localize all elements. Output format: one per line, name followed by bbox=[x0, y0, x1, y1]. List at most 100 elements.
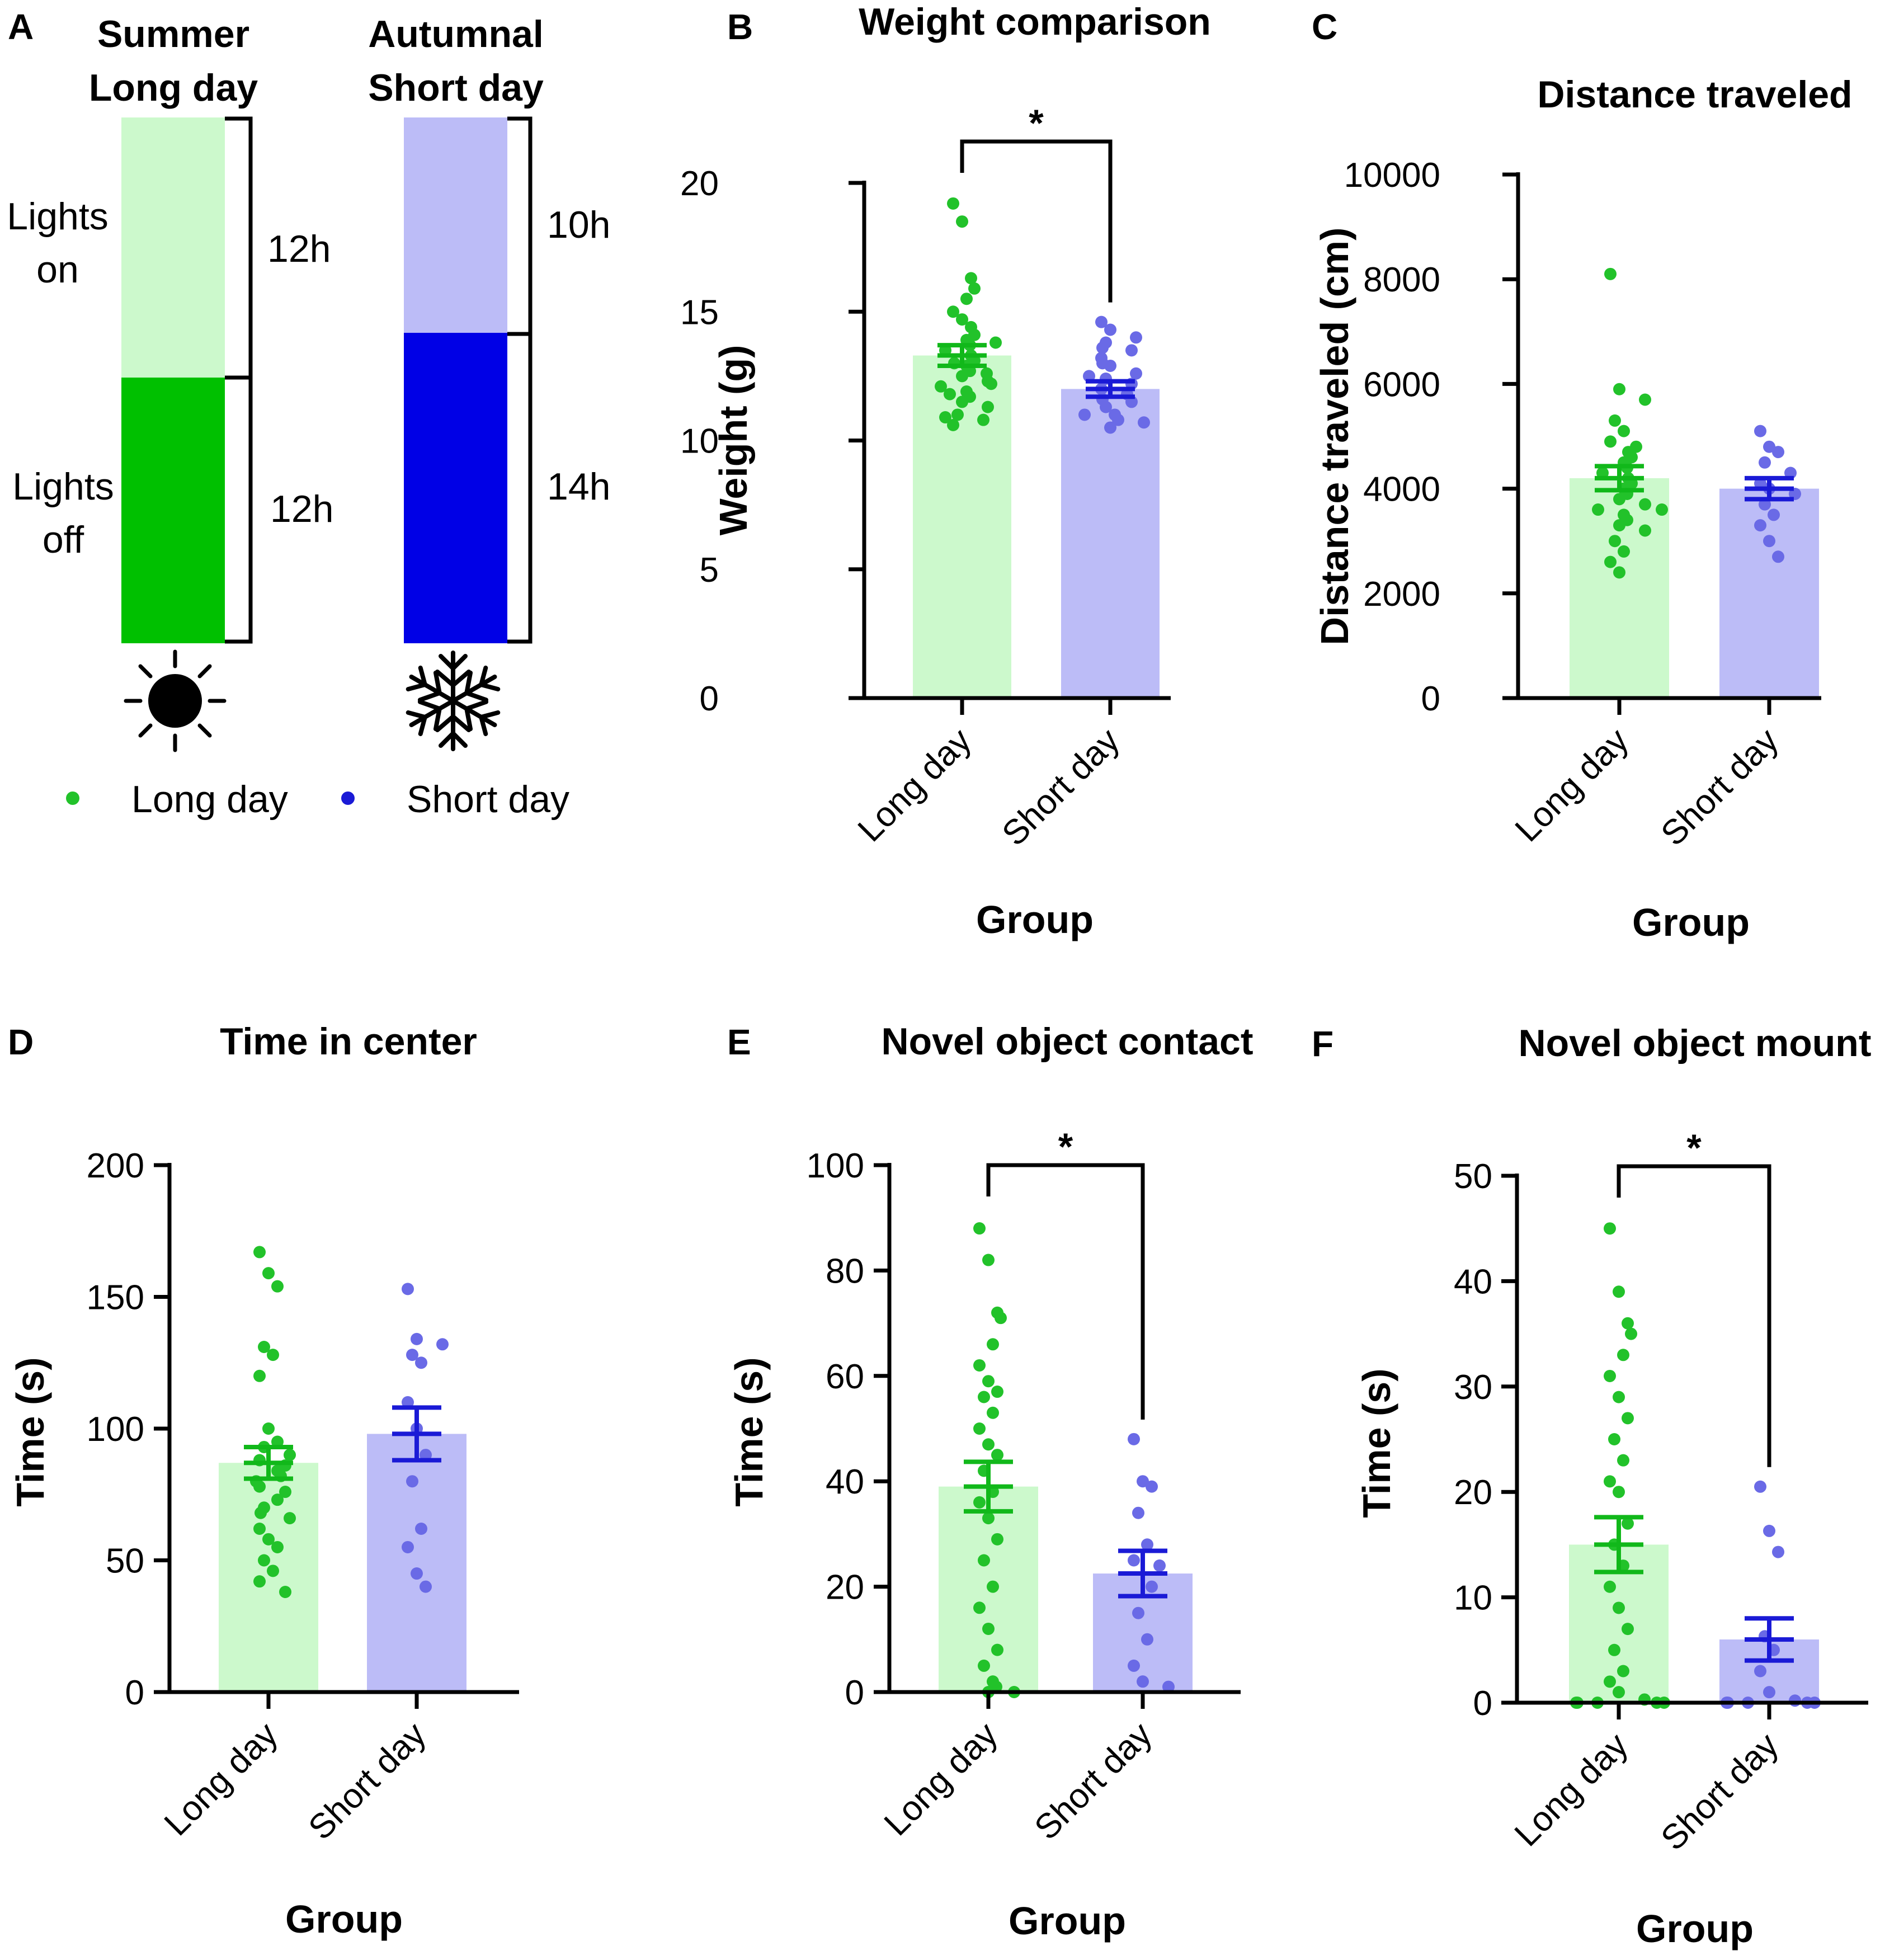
y-tick-label: 0 bbox=[1473, 1684, 1492, 1723]
data-point-long-day bbox=[982, 1438, 995, 1451]
x-tick-label: Long day bbox=[1507, 1726, 1636, 1854]
x-tick-label: Short day bbox=[995, 721, 1127, 853]
data-point-short-day bbox=[1772, 1546, 1784, 1558]
data-point-short-day bbox=[1162, 1680, 1175, 1693]
y-tick-label: 60 bbox=[826, 1358, 864, 1396]
data-point-long-day bbox=[1608, 1433, 1620, 1445]
significance-bracket bbox=[1617, 1164, 1771, 1467]
data-point-short-day bbox=[415, 1522, 427, 1535]
data-point-long-day bbox=[1613, 1686, 1625, 1699]
data-point-long-day bbox=[982, 401, 994, 413]
data-point-long-day bbox=[1609, 535, 1621, 548]
lights-off-line1: Lights bbox=[12, 465, 114, 508]
y-tick-label: 10 bbox=[680, 422, 719, 461]
data-point-short-day bbox=[1128, 1433, 1140, 1445]
data-point-long-day bbox=[991, 1449, 1003, 1462]
data-point-short-day bbox=[415, 1356, 427, 1369]
data-point-long-day bbox=[1622, 1317, 1634, 1330]
autumn-title-line1: Autumnal bbox=[368, 13, 544, 55]
data-point-long-day bbox=[258, 1340, 270, 1353]
x-axis-label: Group bbox=[1636, 1907, 1754, 1950]
error-bar-long-day bbox=[964, 1459, 1013, 1514]
data-point-long-day bbox=[258, 1554, 270, 1567]
sun-icon bbox=[124, 649, 227, 752]
legend-long-day-marker bbox=[66, 791, 79, 805]
chart-title: Distance traveled bbox=[1537, 73, 1852, 116]
data-point-long-day bbox=[1604, 1675, 1616, 1688]
data-point-long-day bbox=[253, 1522, 266, 1535]
chart-title: Time in center bbox=[220, 1020, 477, 1063]
x-axis-label: Group bbox=[1632, 901, 1750, 944]
y-tick-label: 50 bbox=[106, 1542, 144, 1581]
data-point-long-day bbox=[965, 272, 977, 285]
y-tick-label: 50 bbox=[1454, 1157, 1492, 1196]
data-point-short-day bbox=[1112, 413, 1124, 426]
data-point-short-day bbox=[406, 1349, 418, 1361]
y-tick-label: 0 bbox=[845, 1674, 864, 1712]
data-point-long-day bbox=[968, 282, 981, 295]
y-tick-label: 20 bbox=[680, 164, 719, 203]
data-point-long-day bbox=[987, 1580, 999, 1593]
data-point-long-day bbox=[1656, 503, 1668, 516]
data-point-long-day bbox=[1613, 493, 1625, 506]
data-point-long-day bbox=[1618, 545, 1630, 558]
bar-short-day bbox=[367, 1434, 466, 1692]
data-point-long-day bbox=[956, 395, 968, 408]
data-point-short-day bbox=[406, 1475, 418, 1488]
y-tick-label: 150 bbox=[87, 1279, 144, 1317]
data-point-long-day bbox=[253, 1369, 266, 1382]
data-point-short-day bbox=[1763, 440, 1775, 453]
error-bar-long-day bbox=[244, 1444, 293, 1481]
data-point-long-day bbox=[271, 1280, 284, 1293]
data-point-long-day bbox=[284, 1512, 296, 1525]
data-point-short-day bbox=[1095, 315, 1108, 328]
data-point-long-day bbox=[262, 1267, 275, 1280]
data-point-short-day bbox=[1104, 323, 1116, 336]
data-point-long-day bbox=[978, 1659, 990, 1672]
data-point-long-day bbox=[973, 1422, 986, 1435]
bar-short-day bbox=[1061, 389, 1160, 698]
significance-star: * bbox=[1686, 1127, 1702, 1169]
error-bar-long-day bbox=[937, 343, 987, 368]
x-axis-label: Group bbox=[976, 898, 1094, 941]
significance-star: * bbox=[1029, 102, 1044, 144]
summer-lights-on-block bbox=[121, 117, 225, 378]
y-tick-label: 2000 bbox=[1363, 575, 1440, 614]
data-point-short-day bbox=[1763, 1524, 1775, 1537]
data-point-short-day bbox=[1125, 344, 1138, 357]
data-point-long-day bbox=[981, 367, 993, 380]
error-bar-short-day bbox=[1086, 379, 1135, 399]
error-bar-short-day bbox=[1118, 1548, 1167, 1599]
data-point-short-day bbox=[1128, 1659, 1140, 1672]
panel-d: D Time in center 0 50 100 150 200 Long day Short… bbox=[8, 1020, 519, 1941]
data-point-long-day bbox=[989, 336, 1002, 349]
data-point-long-day bbox=[1613, 1391, 1625, 1403]
data-point-long-day bbox=[1604, 267, 1617, 280]
data-point-short-day bbox=[1132, 1506, 1144, 1519]
y-axis-label: Time (s) bbox=[1355, 1368, 1398, 1518]
data-point-long-day bbox=[267, 1349, 279, 1361]
data-point-long-day bbox=[973, 1359, 986, 1372]
data-point-long-day bbox=[279, 1486, 291, 1499]
chart-title: Weight comparison bbox=[859, 1, 1211, 43]
y-tick-label: 5 bbox=[700, 551, 719, 590]
data-point-long-day bbox=[978, 1391, 990, 1403]
data-point-long-day bbox=[1625, 1327, 1637, 1340]
data-point-long-day bbox=[262, 1533, 275, 1546]
data-point-long-day bbox=[255, 1506, 267, 1519]
data-point-short-day bbox=[436, 1338, 449, 1351]
error-bar-short-day bbox=[392, 1405, 441, 1463]
data-point-long-day bbox=[939, 411, 951, 424]
lights-off-line2: off bbox=[43, 519, 84, 561]
data-point-long-day bbox=[935, 380, 947, 393]
data-point-long-day bbox=[271, 1493, 284, 1506]
bar-long-day bbox=[219, 1463, 318, 1692]
y-tick-label: 100 bbox=[807, 1147, 864, 1185]
data-point-short-day bbox=[1100, 401, 1112, 413]
error-bar-short-day bbox=[1745, 1616, 1794, 1663]
y-tick-label: 10000 bbox=[1344, 156, 1440, 195]
lights-on-line1: Lights bbox=[7, 195, 108, 238]
data-point-short-day bbox=[1772, 550, 1784, 563]
data-point-long-day bbox=[1609, 414, 1621, 427]
